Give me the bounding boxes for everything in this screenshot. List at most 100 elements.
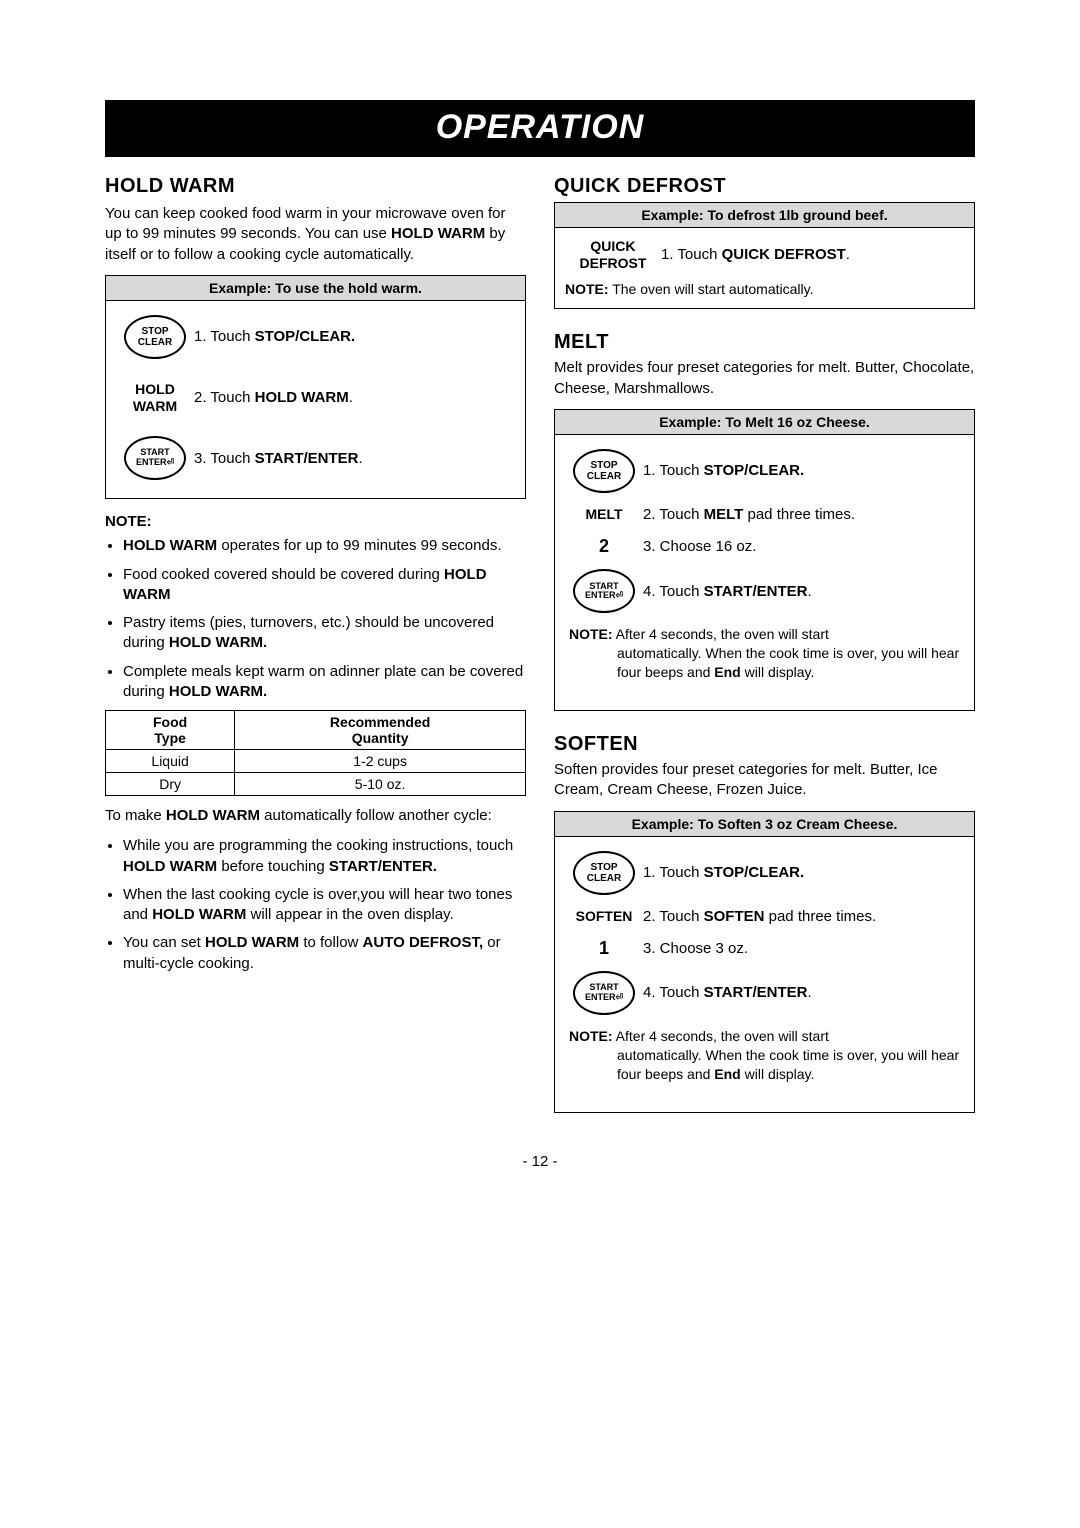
icon-line: STOP (590, 460, 617, 471)
t: START/ENTER (704, 984, 808, 1001)
note-item: Complete meals kept warm on adinner plat… (123, 662, 526, 703)
oval-button: STARTENTER⏎ (573, 569, 635, 613)
t: NOTE: (569, 626, 613, 642)
hold-warm-intro: You can keep cooked food warm in your mi… (105, 204, 526, 265)
icon-line: CLEAR (138, 337, 172, 348)
left-column: HOLD WARM You can keep cooked food warm … (105, 175, 526, 1135)
t: STOP/CLEAR. (255, 328, 356, 345)
oval-button: START ENTER⏎ (124, 436, 186, 480)
table-row: Liquid 1-2 cups (106, 750, 526, 773)
t: HOLD WARM. (169, 683, 267, 700)
table-header-row: FoodType RecommendedQuantity (106, 711, 526, 750)
start-enter-button-icon: STARTENTER⏎ (565, 971, 643, 1015)
digit-icon: 2 (565, 536, 643, 557)
t: End (714, 1066, 740, 1082)
digit-button: 1 (599, 938, 609, 959)
t: START/ENTER. (329, 858, 437, 875)
t: 1. (643, 462, 656, 479)
stop-clear-button-icon: STOP CLEAR (116, 315, 194, 359)
icon-line: ENTER⏎ (136, 458, 174, 468)
t: Touch (656, 583, 704, 600)
note-indent: automatically. When the cook time is ove… (569, 1046, 960, 1084)
note-item: HOLD WARM operates for up to 99 minutes … (123, 536, 526, 556)
stop-clear-button-icon: STOPCLEAR (565, 851, 643, 895)
soften-label-icon: SOFTEN (565, 908, 643, 925)
step-text: 1. Touch STOP/CLEAR. (194, 327, 355, 347)
t: QUICK DEFROST (722, 246, 846, 263)
t: You can set (123, 934, 205, 951)
text-label-button: MELT (585, 506, 622, 523)
example-body: STOP CLEAR 1. Touch STOP/CLEAR. (106, 301, 525, 499)
step-text: 1. Touch QUICK DEFROST. (661, 245, 850, 265)
t: HOLD WARM. (169, 634, 267, 651)
step-row: START ENTER⏎ 3. Touch START/ENTER. (116, 436, 515, 480)
soften-section: SOFTEN Soften provides four preset categ… (554, 733, 975, 1113)
t: before touching (217, 858, 329, 875)
t: pad three times. (743, 506, 855, 523)
note-item: Food cooked covered should be covered du… (123, 565, 526, 606)
t: STOP/CLEAR. (704, 864, 805, 881)
step-row: STARTENTER⏎ 4. Touch START/ENTER. (565, 569, 964, 613)
t: Food cooked covered should be covered du… (123, 566, 444, 583)
t: HOLD WARM (123, 537, 217, 554)
t: Touch (207, 328, 255, 345)
t: 3. (643, 538, 656, 555)
table-header: RecommendedQuantity (235, 711, 526, 750)
t: To make (105, 807, 166, 824)
t: STOP/CLEAR. (704, 462, 805, 479)
hold-warm-section: HOLD WARM You can keep cooked food warm … (105, 175, 526, 974)
t: Type (154, 730, 186, 746)
table-cell: Liquid (106, 750, 235, 773)
oval-button: STARTENTER⏎ (573, 971, 635, 1015)
step-text: 1. Touch STOP/CLEAR. (643, 461, 804, 481)
example-header: Example: To use the hold warm. (106, 276, 525, 301)
t: 3. (643, 940, 656, 957)
table-header: FoodType (106, 711, 235, 750)
step-num: 3. (194, 450, 207, 467)
t: Quantity (352, 730, 409, 746)
step-num: 1. (661, 246, 674, 263)
example-header: Example: To Melt 16 oz Cheese. (555, 410, 974, 435)
step-row: SOFTEN 2. Touch SOFTEN pad three times. (565, 907, 964, 927)
note-item: When the last cooking cycle is over,you … (123, 885, 526, 926)
t: 4. (643, 583, 656, 600)
t: . (808, 583, 812, 600)
step-text: 2. Touch SOFTEN pad three times. (643, 907, 876, 927)
step-row: STOP CLEAR 1. Touch STOP/CLEAR. (116, 315, 515, 359)
t: HOLD WARM (166, 807, 260, 824)
t: NOTE: (569, 1028, 613, 1044)
t: 2. (643, 506, 656, 523)
food-type-table: FoodType RecommendedQuantity Liquid 1-2 … (105, 710, 526, 796)
follow-notes-list: While you are programming the cooking in… (105, 836, 526, 974)
start-enter-button-icon: STARTENTER⏎ (565, 569, 643, 613)
table-cell: 5-10 oz. (235, 773, 526, 796)
t: Touch (207, 389, 255, 406)
example-body: STOPCLEAR 1. Touch STOP/CLEAR. MELT 2. T… (555, 435, 974, 710)
t: START/ENTER (255, 450, 359, 467)
t: Touch (674, 246, 722, 263)
step-num: 2. (194, 389, 207, 406)
t: Touch (656, 984, 704, 1001)
step-text: 4. Touch START/ENTER. (643, 983, 812, 1003)
icon-line: WARM (133, 398, 177, 415)
note-label: NOTE: (105, 513, 526, 530)
t: HOLD WARM (152, 906, 246, 923)
t: will appear in the oven display. (246, 906, 453, 923)
text-label-button: SOFTEN (576, 908, 633, 925)
step-text: 3. Choose 3 oz. (643, 939, 748, 959)
digit-button: 2 (599, 536, 609, 557)
t: Choose 3 oz. (656, 940, 749, 957)
icon-line: ENTER⏎ (585, 993, 623, 1003)
t: HOLD WARM (123, 858, 217, 875)
melt-intro: Melt provides four preset categories for… (554, 358, 975, 399)
note-item: Pastry items (pies, turnovers, etc.) sho… (123, 613, 526, 654)
t: AUTO DEFROST, (363, 934, 484, 951)
t: Food (153, 714, 187, 730)
t: . (359, 450, 363, 467)
page-container: OPERATION HOLD WARM You can keep cooked … (105, 100, 975, 1170)
oval-button: STOPCLEAR (573, 851, 635, 895)
quick-defrost-example-box: Example: To defrost 1lb ground beef. QUI… (554, 202, 975, 309)
t: Touch (207, 450, 255, 467)
step-row: QUICK DEFROST 1. Touch QUICK DEFROST. (565, 238, 964, 272)
example-body: QUICK DEFROST 1. Touch QUICK DEFROST. NO… (555, 228, 974, 308)
